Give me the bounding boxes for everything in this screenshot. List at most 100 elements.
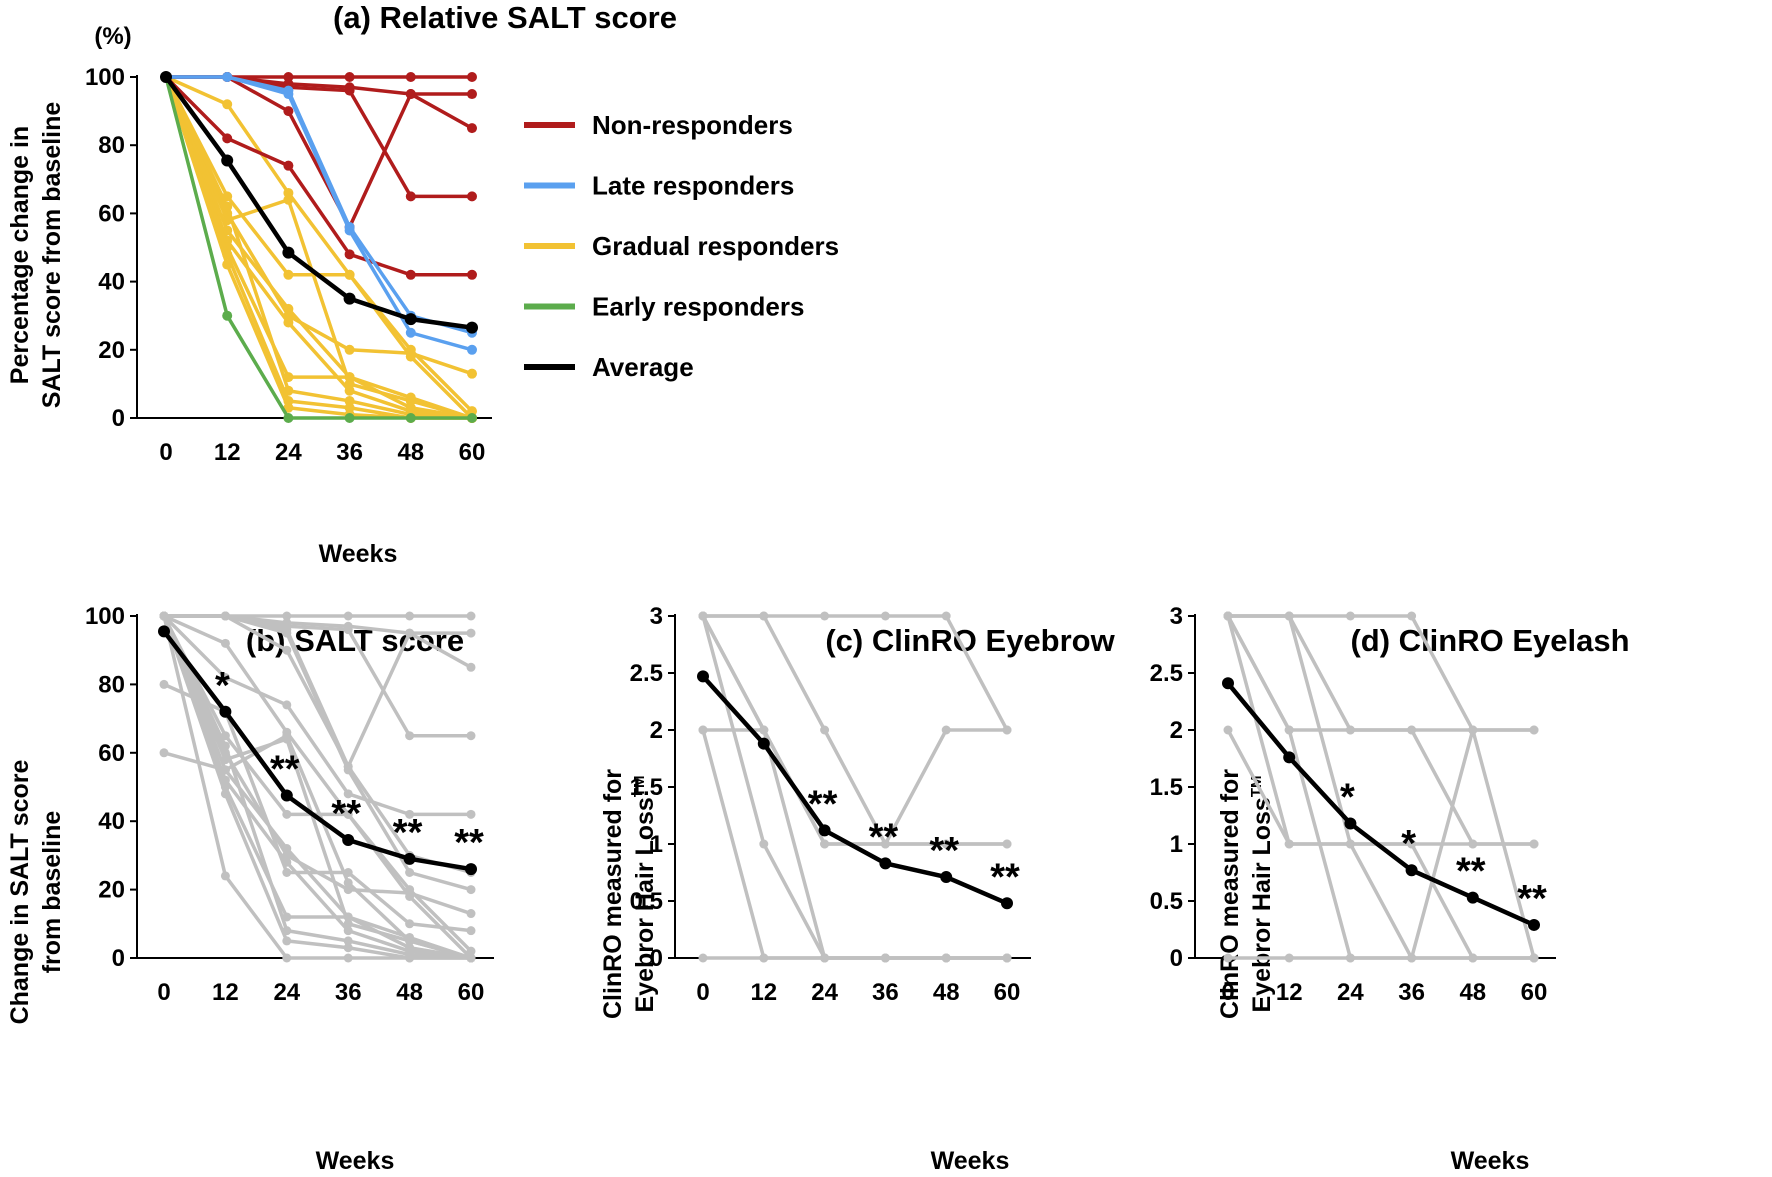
individual-series-point bbox=[698, 611, 708, 621]
y-tick-label: 1 bbox=[1170, 831, 1183, 858]
individual-series-line bbox=[162, 615, 473, 953]
y-tick-label: 0 bbox=[650, 945, 663, 972]
late-series-point bbox=[344, 222, 355, 233]
late-series-point bbox=[405, 327, 416, 338]
x-tick-label: 36 bbox=[872, 979, 899, 1006]
gradual-series-point bbox=[283, 269, 294, 280]
individual-series-point bbox=[1284, 611, 1294, 621]
gradual-series-line bbox=[164, 76, 473, 420]
gradual-series-point bbox=[222, 99, 233, 110]
average-series-point bbox=[1344, 817, 1357, 830]
individual-series-point bbox=[1002, 953, 1012, 963]
individual-series-line bbox=[162, 614, 471, 817]
average-series-point bbox=[757, 737, 770, 750]
non-series-point bbox=[283, 160, 294, 171]
avg-series-point bbox=[221, 154, 234, 167]
non-series-line bbox=[166, 75, 472, 96]
average-series-point bbox=[1528, 918, 1540, 931]
individual-series-point bbox=[1407, 839, 1417, 849]
non-series-point bbox=[344, 85, 355, 96]
panel-c-clinro-eyebrow: (c) ClinRO Eyebrow ClinRO measured for E… bbox=[599, 603, 1116, 1175]
panel-a-ylabel-line1: Percentage change in bbox=[6, 126, 34, 384]
individual-series-point bbox=[282, 731, 292, 741]
panel-a-ylabel-line2: SALT score from baseline bbox=[38, 102, 66, 409]
x-tick-label: 0 bbox=[159, 439, 172, 466]
significance-marker: ** bbox=[929, 830, 959, 872]
x-tick-label: 12 bbox=[1276, 979, 1303, 1006]
individual-series-point bbox=[1002, 725, 1012, 735]
significance-marker: ** bbox=[808, 783, 838, 825]
significance-marker: ** bbox=[331, 793, 361, 835]
individual-series-point bbox=[466, 611, 476, 621]
avg-series-point bbox=[160, 71, 172, 83]
gradual-series-point bbox=[283, 317, 294, 328]
late-series-point bbox=[467, 344, 477, 355]
individual-series-point bbox=[466, 909, 476, 919]
gradual-series-point bbox=[344, 372, 355, 383]
early-series-point bbox=[222, 310, 233, 321]
panel-d-ylabel-line2-text: Eyebror Hair Loss bbox=[1248, 797, 1276, 1012]
individual-series-point bbox=[1284, 725, 1294, 735]
y-tick-label: 20 bbox=[98, 877, 125, 904]
legend-label-late: Late responders bbox=[592, 171, 794, 201]
individual-series-point bbox=[343, 611, 353, 621]
individual-series-point bbox=[941, 953, 951, 963]
y-tick-label: 100 bbox=[85, 64, 125, 91]
y-tick-label: 0 bbox=[112, 945, 125, 972]
individual-series-point bbox=[1468, 953, 1478, 963]
gradual-series-line bbox=[164, 76, 473, 376]
individual-series-point bbox=[880, 953, 890, 963]
early-series-line bbox=[164, 76, 472, 420]
gradual-series-line bbox=[165, 75, 474, 420]
non-series-point bbox=[405, 72, 416, 82]
individual-series-point bbox=[405, 868, 415, 877]
panel-d-ylabel-line1: ClinRO measured for bbox=[1216, 769, 1244, 1019]
average-series-point bbox=[1222, 677, 1234, 690]
gradual-series-point bbox=[222, 259, 233, 270]
y-tick-label: 0 bbox=[1170, 945, 1183, 972]
non-series-point bbox=[344, 249, 355, 260]
average-series-line bbox=[701, 674, 1008, 906]
y-tick-label: 40 bbox=[98, 808, 125, 835]
significance-marker: ** bbox=[270, 749, 300, 791]
significance-marker: ** bbox=[454, 822, 484, 864]
individual-series-point bbox=[759, 953, 769, 963]
significance-marker: * bbox=[215, 665, 230, 707]
individual-series-line bbox=[162, 615, 472, 960]
panel-c-ylabel-line2-text: Eyebror Hair Loss bbox=[631, 797, 659, 1012]
individual-series-point bbox=[1529, 839, 1539, 849]
individual-series-point bbox=[466, 731, 476, 741]
individual-series-point bbox=[466, 953, 476, 963]
individual-series-point bbox=[343, 761, 353, 771]
individual-series-point bbox=[405, 888, 415, 898]
y-tick-label: 80 bbox=[98, 671, 125, 698]
panel-b-ylabel-line2: from baseline bbox=[38, 811, 66, 974]
individual-series-point bbox=[282, 625, 292, 635]
individual-series-point bbox=[820, 611, 830, 621]
significance-marker: ** bbox=[1517, 878, 1547, 920]
avg-series-point bbox=[404, 313, 417, 326]
x-tick-label: 12 bbox=[212, 979, 239, 1006]
individual-series-point bbox=[343, 926, 353, 936]
individual-series-line bbox=[163, 733, 472, 960]
gradual-series-point bbox=[344, 344, 355, 355]
panel-a-relative-salt-score: (a) Relative SALT score (%) Percentage c… bbox=[6, 0, 839, 568]
individual-series-point bbox=[282, 809, 292, 819]
legend-label-non: Non-responders bbox=[592, 110, 793, 140]
individual-series-point bbox=[282, 936, 292, 946]
individual-series-point bbox=[343, 625, 353, 635]
y-tick-label: 2.5 bbox=[630, 660, 663, 687]
late-series-point bbox=[222, 72, 233, 82]
y-tick-label: 1.5 bbox=[1150, 774, 1183, 801]
individual-series-point bbox=[759, 725, 769, 735]
gradual-series-line bbox=[164, 76, 474, 413]
average-series-point bbox=[1405, 864, 1418, 877]
y-tick-label: 1.5 bbox=[630, 774, 663, 801]
average-series-point bbox=[1001, 897, 1013, 910]
individual-series-point bbox=[220, 741, 230, 751]
gradual-series-point bbox=[344, 385, 355, 396]
individual-series-line bbox=[1226, 615, 1536, 960]
panel-c-title: (c) ClinRO Eyebrow bbox=[825, 623, 1115, 658]
y-tick-label: 2.5 bbox=[1150, 660, 1183, 687]
